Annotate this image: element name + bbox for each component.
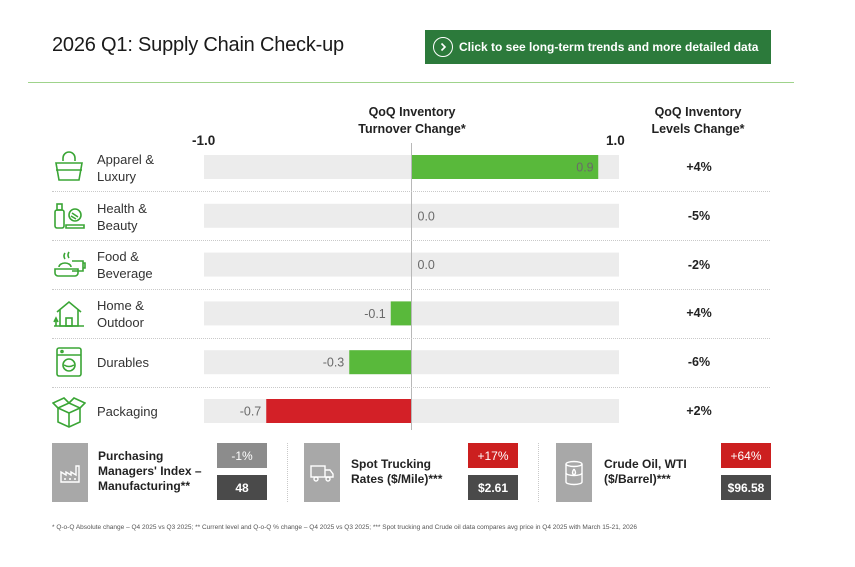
data-label: -0.7 [240, 405, 262, 419]
bar [411, 155, 599, 179]
chevron-right-icon [433, 37, 453, 57]
row-separator [52, 387, 770, 388]
row-separator [52, 289, 770, 290]
levels-change-durables: -6% [687, 355, 711, 369]
pmi-title-line2: Managers' Index – [98, 464, 202, 478]
row-label-line2: Outdoor [97, 315, 144, 330]
oil-barrel-icon [556, 443, 592, 502]
crude-oil-title-line1: Crude Oil, WTI [604, 457, 687, 471]
cosmetics-icon [52, 198, 86, 232]
page-title: 2026 Q1: Supply Chain Check-up [52, 34, 344, 56]
levels-header-line2: Levels Change* [651, 122, 745, 136]
crude-oil-level-chip: $96.58 [721, 475, 771, 500]
factory-icon [52, 443, 88, 502]
bar-track [204, 155, 619, 179]
levels-change-packaging: +2% [686, 404, 712, 418]
turnover-header-line1: QoQ Inventory [368, 105, 456, 119]
card-separator [538, 443, 539, 502]
row-label-line2: Beauty [97, 218, 138, 233]
crude-oil-title: Crude Oil, WTI ($/Barrel)*** [604, 457, 687, 487]
row-separator [52, 338, 770, 339]
shopping-bag-icon [52, 150, 86, 184]
pmi-change-chip: -1% [217, 443, 267, 468]
trucking-card: Spot Trucking Rates ($/Mile)*** +17% $2.… [304, 443, 519, 502]
food-icon [52, 247, 86, 281]
row-label-durables: Durables [97, 355, 150, 370]
data-label: -0.1 [364, 307, 386, 321]
row-label-apparel: Apparel & Luxury [97, 151, 154, 185]
pmi-card: Purchasing Managers' Index – Manufacturi… [52, 443, 267, 502]
row-label-line1: Apparel & [97, 152, 155, 167]
data-label: 0.0 [418, 209, 435, 223]
crude-oil-change-chip: +64% [721, 443, 771, 468]
levels-change-food: -2% [687, 258, 711, 272]
bar-track [204, 252, 619, 277]
row-label-packaging: Packaging [97, 404, 158, 419]
trucking-title-line2: Rates ($/Mile)*** [351, 472, 443, 486]
bar [349, 350, 412, 375]
crude-oil-card: Crude Oil, WTI ($/Barrel)*** +64% $96.58 [556, 443, 771, 502]
washing-machine-icon [52, 345, 86, 379]
data-label: -0.3 [323, 356, 345, 370]
trucking-title: Spot Trucking Rates ($/Mile)*** [351, 457, 442, 487]
pmi-title: Purchasing Managers' Index – Manufacturi… [98, 449, 202, 494]
bar [266, 399, 412, 423]
data-label: 0.0 [418, 258, 435, 272]
axis-min-label: -1.0 [192, 133, 216, 148]
trucking-change-chip: +17% [468, 443, 518, 468]
row-separator [52, 240, 770, 241]
package-box-icon [51, 394, 87, 428]
trucking-level-chip: $2.61 [468, 475, 518, 500]
bar-track [204, 350, 619, 375]
card-separator [287, 443, 288, 502]
pmi-title-line3: Manufacturing** [98, 479, 191, 493]
axis-max-label: 1.0 [606, 133, 625, 148]
bar [390, 301, 412, 326]
data-label: 0.9 [576, 161, 593, 175]
levels-header-line1: QoQ Inventory [654, 105, 742, 119]
row-label-line2: Beverage [97, 266, 153, 281]
levels-change-home: +4% [686, 306, 712, 320]
row-label-food: Food & Beverage [97, 248, 153, 282]
levels-change-health: -5% [687, 209, 711, 223]
row-label-line1: Food & [97, 249, 139, 264]
turnover-header-line2: Turnover Change* [358, 122, 466, 136]
trucking-title-line1: Spot Trucking [351, 457, 432, 471]
levels-change-apparel: +4% [686, 160, 712, 174]
row-label-health: Health & Beauty [97, 200, 147, 234]
row-separator [52, 191, 770, 192]
pmi-level-chip: 48 [217, 475, 267, 500]
bar-track [204, 301, 619, 326]
turnover-column-header: QoQ Inventory Turnover Change* [328, 104, 496, 138]
levels-column-header: QoQ Inventory Levels Change* [628, 104, 768, 138]
pmi-title-line1: Purchasing [98, 449, 164, 463]
row-label-line2: Luxury [97, 169, 137, 184]
detailed-data-button[interactable]: Click to see long-term trends and more d… [425, 30, 771, 64]
bar-track [204, 399, 619, 423]
bar-track [204, 203, 619, 228]
row-label-home: Home & Outdoor [97, 297, 144, 331]
row-label-line1: Health & [97, 201, 147, 216]
detailed-data-label: Click to see long-term trends and more d… [459, 40, 759, 54]
footnote: * Q-o-Q Absolute change – Q4 2025 vs Q3 … [52, 524, 637, 531]
row-label-line1: Home & [97, 298, 144, 313]
truck-icon [304, 443, 340, 502]
house-icon [52, 296, 86, 330]
header-divider [28, 82, 794, 83]
crude-oil-title-line2: ($/Barrel)*** [604, 472, 671, 486]
